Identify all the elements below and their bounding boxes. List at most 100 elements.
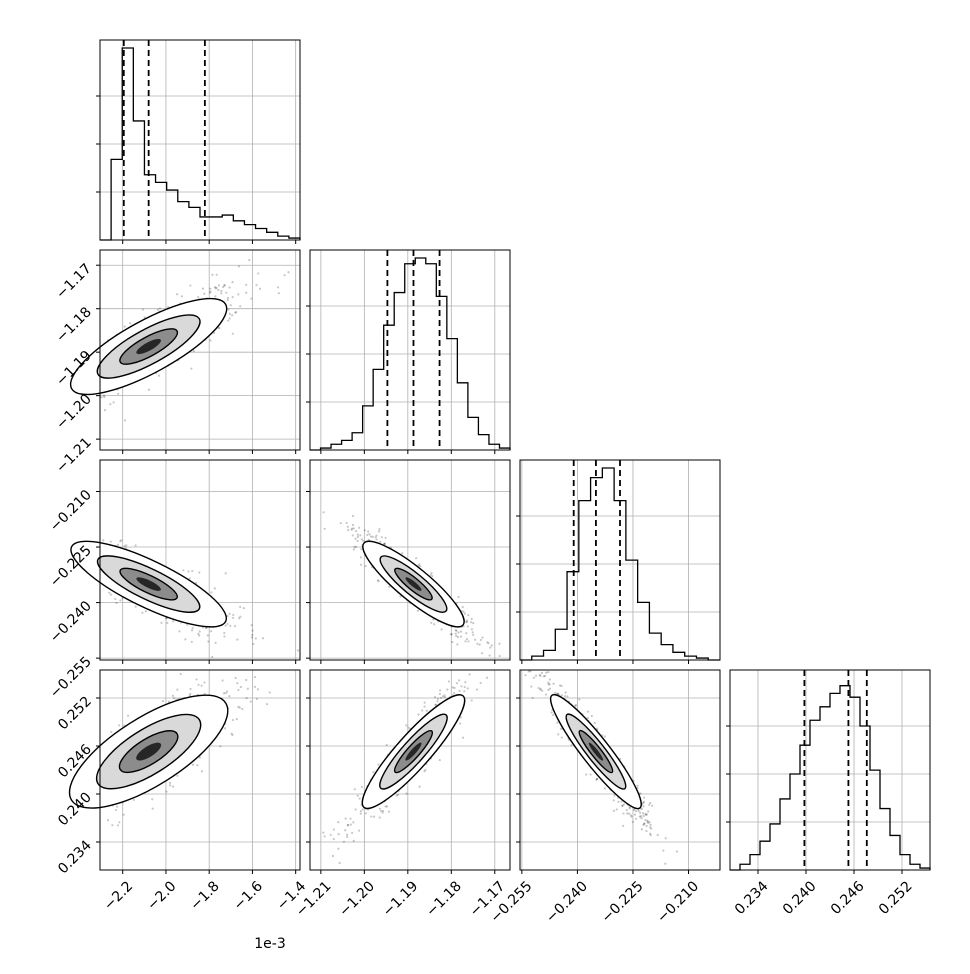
x-tick-label: −1.18	[423, 878, 465, 920]
scatter-point	[550, 711, 553, 714]
scatter-point	[223, 283, 226, 287]
scatter-point	[467, 614, 470, 617]
scatter-point	[459, 716, 463, 719]
scatter-point	[646, 820, 649, 823]
panel-frame	[99, 459, 301, 661]
scatter-point	[638, 815, 641, 818]
scatter-point	[250, 624, 253, 627]
scatter-point	[209, 339, 212, 342]
scatter-point	[396, 793, 400, 797]
scatter-point	[470, 699, 473, 702]
scatter-point	[234, 676, 237, 680]
scatter-point	[539, 674, 542, 678]
scatter-point	[450, 633, 453, 636]
scatter-point	[462, 610, 465, 613]
scatter-point	[634, 817, 638, 820]
scatter-point	[383, 542, 386, 545]
scatter-point	[352, 839, 355, 842]
scatter-point	[379, 540, 382, 543]
scatter-point	[405, 792, 408, 795]
density-contour	[588, 742, 604, 761]
scatter-point	[200, 770, 204, 773]
x-tick-label: −1.8	[187, 878, 222, 913]
scatter-point	[490, 644, 493, 647]
scatter-point	[548, 678, 551, 681]
scatter-point	[338, 861, 341, 865]
y-tick-label: −1.21	[53, 435, 95, 477]
scatter-point	[233, 624, 237, 628]
scatter-point	[143, 316, 146, 319]
scatter-point	[251, 633, 254, 637]
scatter-point	[534, 674, 538, 677]
scatter-point	[223, 635, 226, 638]
scatter-point	[110, 730, 113, 734]
scatter-point	[542, 675, 545, 678]
scatter-point	[547, 670, 550, 674]
scatter-point	[254, 637, 257, 640]
scatter-point	[203, 292, 206, 295]
scatter-point	[158, 307, 162, 310]
scatter-point	[197, 296, 200, 299]
scatter-point	[603, 787, 607, 790]
scatter-point	[433, 623, 436, 626]
scatter-point	[296, 649, 300, 652]
scatter-point	[114, 597, 117, 601]
scatter-point	[637, 809, 640, 813]
scatter-point	[100, 396, 103, 399]
y-tick-label: −0.210	[47, 487, 95, 535]
scatter-point	[237, 265, 240, 268]
scatter-point	[103, 409, 107, 412]
scatter-point	[626, 812, 629, 815]
scatter-point	[558, 684, 562, 687]
scatter-point	[346, 823, 349, 827]
scatter-point	[377, 763, 380, 766]
scatter-point	[464, 640, 467, 643]
scatter-point	[547, 681, 550, 684]
scatter-point	[171, 694, 175, 698]
scatter-point	[353, 788, 356, 791]
scatter-point	[226, 622, 229, 626]
scatter-point	[464, 681, 467, 684]
scatter-point	[234, 311, 237, 314]
scatter-point	[455, 682, 459, 685]
scatter-point	[225, 291, 228, 294]
scatter-point	[238, 617, 241, 620]
scatter-point	[207, 640, 210, 643]
density-contour	[405, 742, 422, 761]
scatter-point	[458, 689, 461, 692]
x-tick-label: −1.19	[380, 878, 422, 920]
scatter-point	[342, 840, 346, 843]
panel-background	[310, 460, 510, 660]
x-tick-label: −0.240	[543, 878, 591, 926]
scatter-point	[141, 308, 145, 311]
scatter-point	[219, 745, 222, 748]
scatter-point	[617, 800, 620, 803]
scatter-point	[556, 692, 559, 695]
scatter-point	[134, 544, 137, 547]
scatter-point	[447, 680, 450, 683]
scatter-point	[374, 536, 377, 539]
scatter-point	[322, 511, 325, 514]
scatter-point	[439, 696, 443, 700]
scatter-point	[423, 705, 426, 708]
scatter-point	[463, 612, 466, 615]
scatter-point	[440, 628, 443, 631]
scatter-point	[488, 654, 491, 657]
scatter-point	[228, 317, 231, 320]
scatter-point	[556, 692, 560, 696]
scatter-point	[498, 642, 501, 645]
scatter-point	[102, 539, 105, 542]
scatter-point	[649, 826, 652, 829]
scatter-point	[213, 331, 216, 334]
scatter-point	[179, 672, 182, 676]
scatter-point	[650, 827, 653, 830]
scatter-point	[359, 534, 362, 537]
scatter-point	[632, 808, 636, 812]
scatter-point	[648, 803, 651, 806]
scatter-point	[418, 785, 421, 788]
scatter-point	[190, 640, 193, 643]
scatter-point	[157, 374, 161, 377]
scatter-point	[103, 395, 106, 399]
scatter-point	[378, 816, 381, 819]
